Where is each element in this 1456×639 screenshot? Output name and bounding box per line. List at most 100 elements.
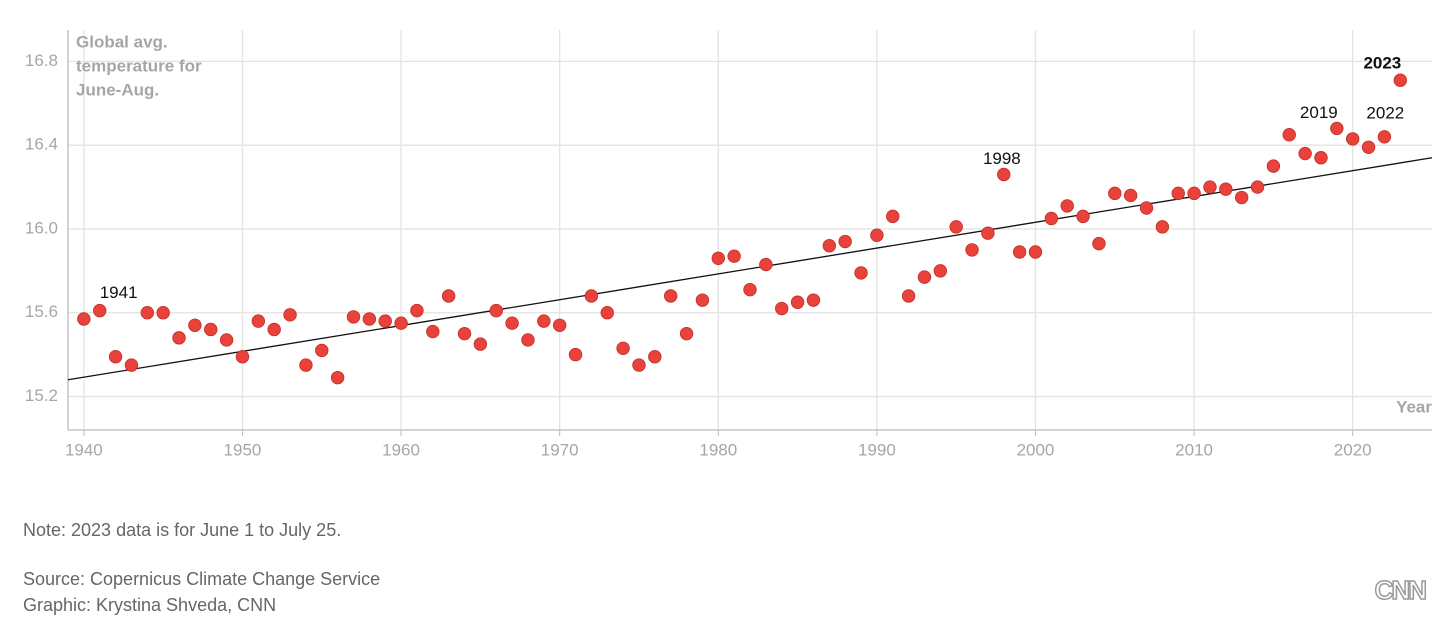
data-point (1330, 121, 1344, 136)
x-tick-label: 1980 (699, 440, 737, 459)
data-point (1187, 186, 1201, 201)
note: Note: 2023 data is for June 1 to July 25… (23, 520, 341, 540)
data-point (93, 303, 107, 318)
data-point (648, 350, 662, 364)
data-point (1250, 180, 1265, 194)
data-point (1203, 180, 1217, 194)
data-point (1314, 151, 1328, 165)
data-point (378, 314, 392, 328)
credit: Graphic: Krystina Shveda, CNN (23, 595, 276, 615)
data-point (394, 316, 408, 330)
data-point (1155, 220, 1170, 234)
data-point (1092, 236, 1106, 251)
data-point (1044, 211, 1059, 226)
x-tick-label: 1960 (382, 440, 420, 459)
y-axis-label: June-Aug. (76, 80, 159, 99)
data-point (917, 270, 932, 284)
y-axis-label: temperature for (76, 56, 202, 75)
data-point (822, 239, 837, 253)
x-axis-label: Year (1396, 397, 1432, 416)
data-point (933, 264, 948, 278)
data-point (552, 318, 567, 332)
x-tick-label: 1940 (65, 440, 103, 459)
annotation: 2022 (1366, 103, 1404, 122)
y-axis-label: Global avg. (76, 32, 168, 51)
data-point (441, 289, 456, 303)
x-tick-label: 2020 (1334, 440, 1372, 459)
data-point (267, 322, 281, 337)
data-point (362, 312, 377, 326)
data-point (568, 347, 583, 362)
data-point (1345, 132, 1360, 146)
data-point (108, 350, 123, 364)
data-point (679, 326, 694, 341)
x-tick-label: 2010 (1175, 440, 1213, 459)
data-point (489, 303, 503, 318)
data-point (584, 289, 599, 303)
data-point (949, 220, 963, 234)
data-point (838, 234, 852, 249)
data-point (251, 314, 266, 328)
data-point (870, 228, 884, 242)
data-point (521, 333, 535, 347)
data-point (854, 266, 868, 280)
data-point (1171, 186, 1185, 201)
data-point (140, 306, 155, 320)
annotation: 1941 (100, 283, 138, 302)
data-point (790, 295, 805, 309)
data-point (775, 301, 789, 316)
data-point (1361, 140, 1376, 154)
data-point (1282, 128, 1296, 142)
data-point (1028, 245, 1043, 259)
annotation: 2023 (1363, 54, 1401, 73)
data-point (663, 289, 678, 303)
source: Source: Copernicus Climate Change Servic… (23, 569, 380, 589)
data-point (616, 341, 630, 356)
data-point (124, 358, 139, 372)
data-point (473, 337, 488, 351)
data-point (981, 226, 995, 240)
data-point (1060, 199, 1074, 213)
y-tick-label: 15.6 (25, 302, 58, 321)
data-point (426, 324, 440, 339)
data-point (965, 243, 979, 257)
data-point (315, 343, 329, 358)
data-point (188, 318, 202, 332)
x-tick-label: 1990 (858, 440, 896, 459)
data-point (695, 293, 710, 307)
data-point (727, 249, 741, 263)
data-point (1076, 209, 1090, 224)
data-point (1266, 159, 1281, 173)
data-point (1123, 188, 1138, 203)
data-point (997, 167, 1011, 182)
data-point (1012, 245, 1027, 259)
data-point (1219, 182, 1233, 196)
x-tick-label: 1970 (541, 440, 579, 459)
data-point (901, 289, 916, 303)
data-point (632, 358, 646, 372)
data-point (1393, 73, 1407, 87)
data-point (77, 312, 91, 326)
data-point (172, 331, 186, 345)
data-point (743, 282, 757, 297)
data-point (330, 370, 345, 385)
data-point (1298, 146, 1312, 161)
x-tick-label: 1950 (224, 440, 262, 459)
data-point (1108, 186, 1122, 201)
data-point (457, 326, 472, 341)
data-point (505, 316, 519, 330)
data-point (1377, 130, 1392, 144)
data-point (410, 303, 424, 318)
data-point (759, 257, 773, 272)
annotation: 2019 (1300, 103, 1338, 122)
data-point (537, 314, 551, 328)
data-point (283, 308, 297, 322)
data-point (219, 333, 234, 347)
data-point (346, 310, 361, 324)
y-tick-label: 15.2 (25, 386, 58, 405)
data-point (1234, 190, 1249, 205)
trend-line (67, 157, 1433, 381)
data-point (806, 293, 821, 307)
y-tick-label: 16.0 (25, 218, 58, 237)
